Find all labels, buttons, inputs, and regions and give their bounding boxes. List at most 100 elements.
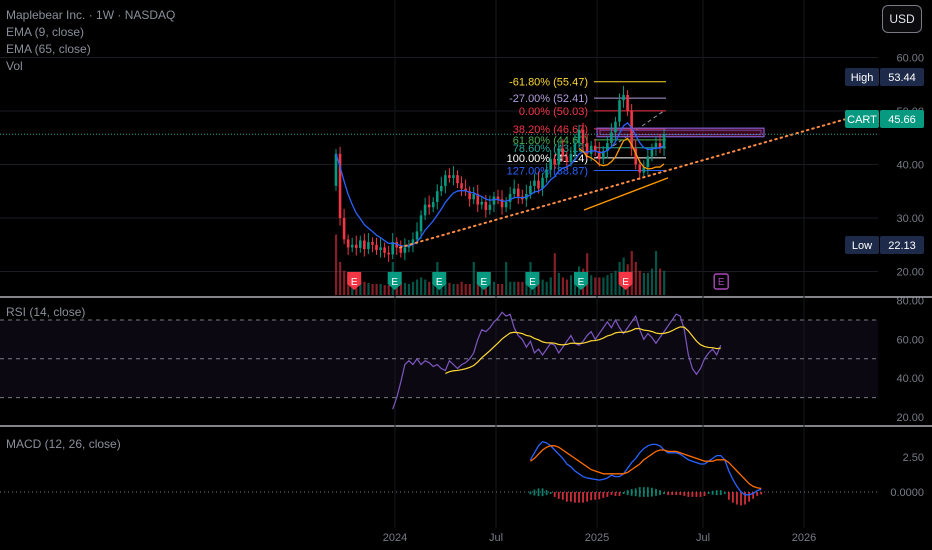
earnings-badge [432, 272, 447, 290]
candle-body [658, 143, 662, 149]
trendlines[interactable] [0, 118, 878, 249]
macd-histogram-bar [614, 492, 617, 496]
candle-body [496, 196, 500, 200]
main-legend: Maplebear Inc. · 1W · NASDAQ EMA (9, clo… [6, 7, 175, 75]
volume-bar [464, 284, 467, 295]
candle-body [557, 148, 561, 165]
candle-body [662, 134, 666, 149]
volume-bar [420, 277, 423, 295]
macd-histogram-bar [679, 492, 682, 495]
volume-bar [492, 281, 496, 295]
earnings-marker: E [476, 272, 491, 290]
currency-button[interactable]: USD [882, 5, 922, 33]
volume-bar [569, 275, 573, 295]
rsi-legend[interactable]: RSI (14, close) [6, 305, 86, 319]
time-tick-label: 2025 [585, 532, 609, 544]
candle-body [350, 244, 354, 248]
candle-body [642, 167, 646, 173]
candle-body [411, 239, 415, 245]
volume-bar [610, 273, 613, 295]
earnings-letter: E [578, 277, 585, 288]
resistance-zone [596, 127, 765, 138]
macd-histogram-bar [760, 492, 763, 495]
volume-bar [537, 279, 540, 295]
volume-bar [432, 281, 435, 295]
ema65-legend[interactable]: EMA (65, close) [6, 42, 91, 56]
candle-body [444, 175, 447, 186]
macd-histogram-bar [756, 492, 759, 496]
macd-histogram-bar [529, 491, 532, 495]
price-tick-label: 30.00 [896, 213, 924, 225]
volume-bar [549, 277, 552, 295]
candle-body [359, 240, 362, 248]
resistance-zone-inner [599, 129, 762, 136]
macd-histogram-bar [553, 492, 556, 497]
candle-body [545, 169, 548, 178]
axes: 60.0050.0040.0030.0020.0080.0060.0040.00… [383, 53, 924, 544]
volume-bar [545, 281, 548, 295]
macd-histogram-bar [683, 492, 686, 496]
candle-body [448, 175, 451, 178]
candle-body [387, 252, 390, 255]
earnings-badge [574, 272, 588, 290]
candle-body [565, 156, 569, 162]
volume-bar [497, 284, 500, 295]
candle-body [403, 247, 407, 253]
macd-histogram-bar [574, 492, 576, 503]
volume-bar [650, 268, 654, 295]
upcoming-earnings-marker: E [713, 273, 729, 290]
candle-body [395, 242, 399, 248]
candle-body [508, 193, 512, 202]
time-tick-label: Jul [489, 532, 503, 544]
volume-bar [476, 281, 479, 295]
candle-body [354, 244, 358, 248]
volume-bar [472, 262, 475, 295]
macd-legend[interactable]: MACD (12, 26, close) [6, 437, 121, 451]
candle-body [654, 143, 658, 149]
low-price-tag: Low 22.13 [845, 236, 924, 254]
volume-bar [387, 285, 390, 295]
volume-bar [448, 282, 451, 295]
symbol-title[interactable]: Maplebear Inc. · 1W · NASDAQ [6, 8, 176, 22]
fibonacci-retracement[interactable]: -61.80% (55.47) -27.00% (52.41)0.00% (50.… [507, 77, 765, 178]
candle-body [484, 201, 488, 210]
volume-bar [460, 281, 463, 295]
volume-bar [416, 279, 419, 295]
candle-body [391, 242, 394, 255]
macd-histogram-bar [723, 492, 726, 494]
rsi-tick-label: 60.00 [896, 334, 924, 346]
macd-histogram-bar [727, 492, 730, 500]
earnings-badge [347, 272, 362, 290]
volume-bar [484, 284, 488, 295]
volume-legend[interactable]: Vol [6, 59, 23, 73]
fib-level-label: 61.80% (44.60) [513, 135, 588, 147]
fib-level-label: 38.20% (46.67) [513, 124, 588, 136]
candle-body [618, 100, 621, 122]
earnings-letter: E [718, 277, 725, 288]
volume-bar [654, 251, 658, 295]
macd-histogram-bar [578, 492, 580, 503]
price-tick-label: 20.00 [896, 267, 924, 279]
candle-body [492, 196, 496, 205]
last-price-tag-value: 45.66 [888, 114, 916, 126]
ema9-line [335, 121, 665, 247]
macd-histogram-bar [533, 489, 536, 496]
volume-bar [501, 284, 504, 295]
volume-bar [642, 273, 645, 295]
signal-line [530, 445, 762, 490]
volume-bar [488, 284, 492, 295]
ema9-legend[interactable]: EMA (9, close) [6, 25, 85, 39]
volume-bar [359, 280, 362, 295]
macd-histogram-bar [695, 492, 698, 497]
volume-bar [509, 281, 512, 295]
rsi-panel [0, 311, 878, 410]
macd-histogram-bar [752, 492, 755, 499]
earnings-letter: E [529, 277, 536, 288]
candle-body [472, 193, 475, 200]
volume-bar [379, 284, 382, 295]
candle-body [614, 121, 617, 133]
volume-bar [383, 285, 386, 295]
candle-body [553, 159, 556, 165]
